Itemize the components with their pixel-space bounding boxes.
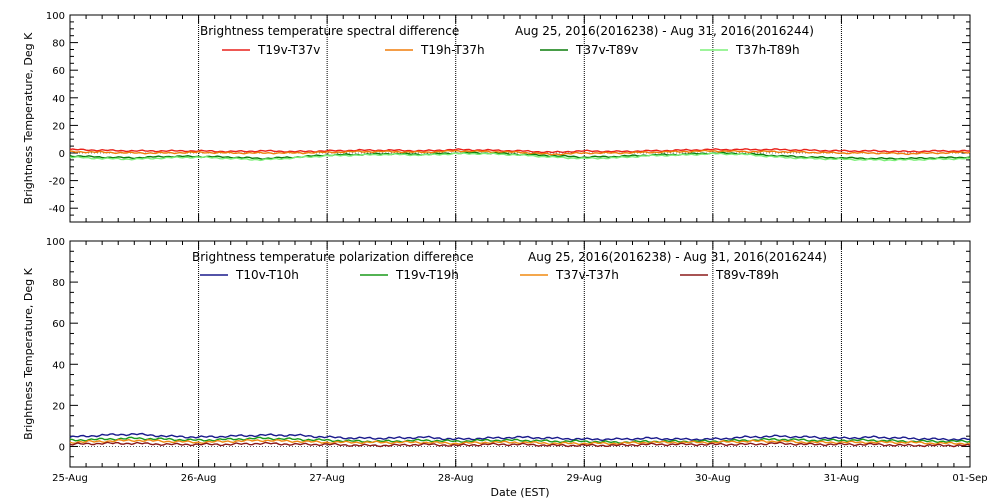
x-tick-label: 01-Sep [952,473,987,484]
y-tick-label: 80 [52,39,65,50]
legend-label: T37v-T89v [575,43,638,57]
y-tick-label: 100 [46,11,65,22]
chart-title: Brightness temperature polarization diff… [192,250,474,264]
chart-title: Brightness temperature spectral differen… [200,24,459,38]
legend-label: T37h-T89h [735,43,800,57]
legend-label: T19v-T37v [257,43,320,57]
legend-label: T19v-T19h [395,268,459,282]
series-line-T19v-T37v [69,148,971,154]
legend-label: T89v-T89h [715,268,779,282]
x-tick-label: 27-Aug [309,473,345,484]
chart-date-range: Aug 25, 2016(2016238) - Aug 31, 2016(201… [528,250,827,264]
legend-label: T10v-T10h [235,268,299,282]
y-tick-label: 0 [59,149,65,160]
series-line-T19h-T37h [69,149,971,156]
x-axis-label: Date (EST) [490,486,549,499]
series-line-T37v-T37h [69,438,971,446]
y-tick-label: 20 [52,401,65,412]
x-tick-label: 28-Aug [438,473,474,484]
series-line-T10v-T10h [69,432,970,442]
x-tick-label: 30-Aug [695,473,731,484]
legend-label: T19h-T37h [420,43,485,57]
y-axis-label: Brightness Temperature, Deg K [22,32,35,204]
x-tick-label: 26-Aug [181,473,217,484]
y-axis-label: Brightness Temperature, Deg K [22,267,35,439]
y-tick-label: 40 [52,94,65,105]
x-tick-label: 31-Aug [824,473,860,484]
y-tick-label: 40 [52,360,65,371]
y-tick-label: 0 [59,442,65,453]
y-tick-label: 80 [52,278,65,289]
series-line-T37h-T89h [69,152,971,162]
y-tick-label: -20 [49,177,65,188]
y-tick-label: 60 [52,66,65,77]
y-tick-label: -40 [49,204,65,215]
y-tick-label: 60 [52,319,65,330]
x-tick-label: 29-Aug [566,473,602,484]
series-line-T89v-T89h [69,441,971,448]
y-tick-label: 20 [52,121,65,132]
y-tick-label: 100 [46,237,65,248]
chart-date-range: Aug 25, 2016(2016238) - Aug 31, 2016(201… [515,24,814,38]
plot-frame-0 [69,14,971,223]
legend-label: T37v-T37h [555,268,619,282]
x-tick-label: 25-Aug [52,473,88,484]
